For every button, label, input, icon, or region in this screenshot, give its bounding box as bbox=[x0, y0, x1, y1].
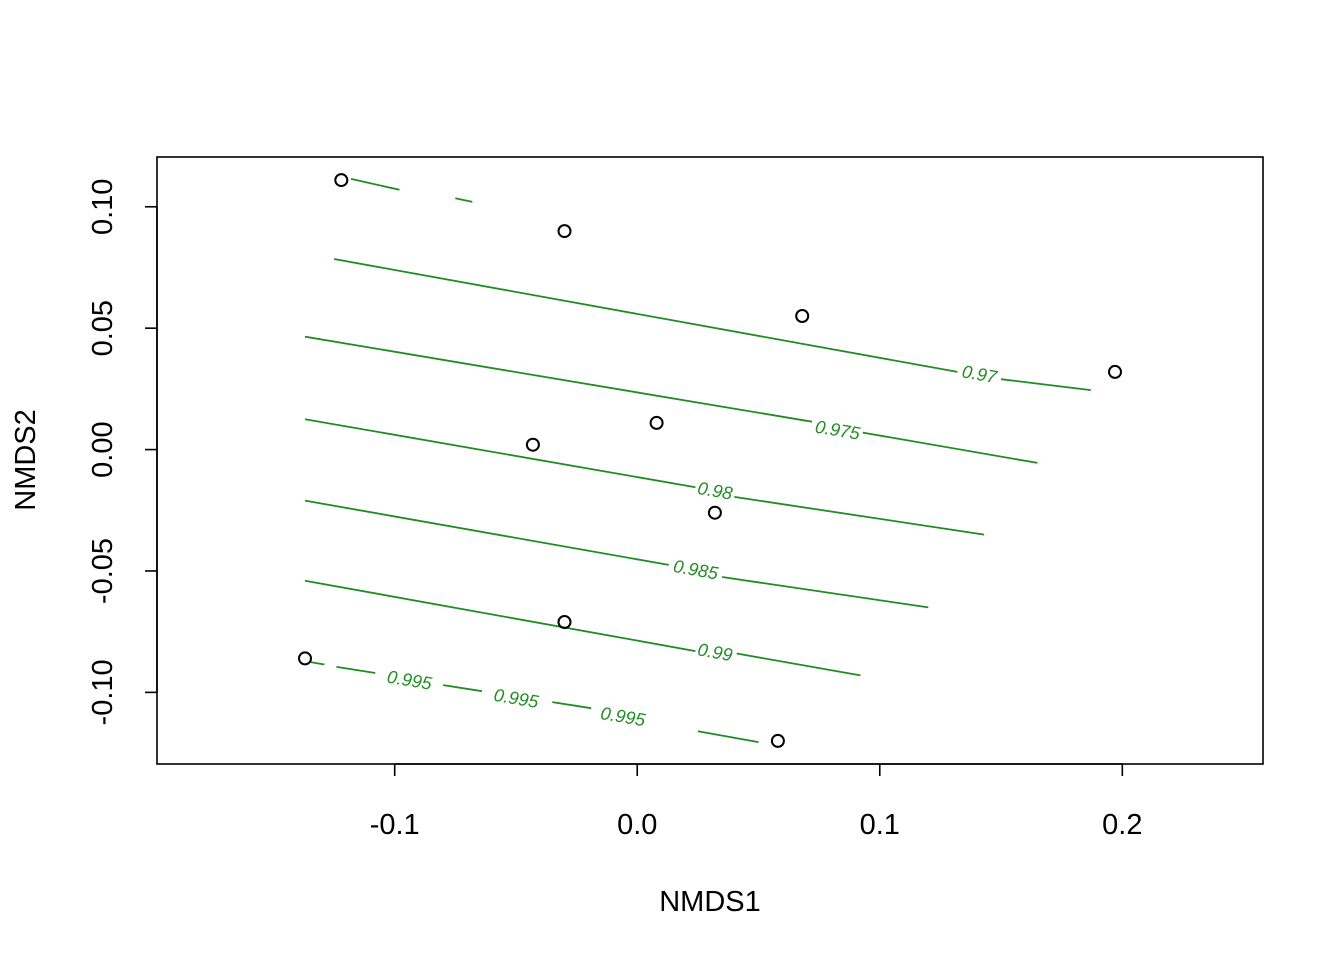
x-tick-label: 0.0 bbox=[617, 809, 657, 841]
contour-line-segment bbox=[304, 499, 669, 566]
contour-line-segment bbox=[443, 684, 483, 693]
contour-line-segment bbox=[304, 335, 813, 423]
contour-line-segment bbox=[304, 418, 696, 489]
data-point bbox=[298, 651, 312, 666]
x-tick-label: 0.2 bbox=[1102, 809, 1142, 841]
contour-line-segment bbox=[862, 431, 1038, 464]
data-point bbox=[1108, 364, 1122, 379]
contour-line-segment bbox=[304, 579, 696, 652]
y-axis: -0.10 -0.05 0.00 0.05 0.10 bbox=[87, 179, 158, 725]
data-point bbox=[795, 309, 810, 323]
data-point bbox=[707, 505, 722, 520]
data-point bbox=[557, 615, 572, 629]
data-points bbox=[298, 173, 1122, 748]
contour-line-segment bbox=[721, 576, 929, 609]
data-point bbox=[525, 437, 540, 452]
data-point bbox=[649, 415, 664, 430]
contour-line-segment bbox=[736, 652, 861, 677]
contour-line-segment bbox=[333, 258, 958, 373]
y-tick-label: 0.05 bbox=[87, 300, 119, 356]
contour-line-segment bbox=[697, 730, 759, 743]
y-tick-label: -0.10 bbox=[87, 659, 119, 725]
data-point bbox=[334, 173, 349, 188]
y-tick-label: -0.05 bbox=[87, 538, 119, 604]
contour-line-segment bbox=[336, 666, 376, 674]
y-tick-label: 0.10 bbox=[87, 179, 119, 235]
y-axis-label: NMDS2 bbox=[10, 409, 42, 511]
contour-line-segment bbox=[1000, 378, 1091, 391]
data-point bbox=[557, 224, 572, 239]
contour-line-segment bbox=[552, 701, 592, 710]
contour-line-segment bbox=[309, 661, 325, 666]
contour-line-segment bbox=[455, 197, 473, 203]
contour-line-segment bbox=[734, 496, 985, 536]
x-tick-label: 0.1 bbox=[860, 809, 900, 841]
x-axis-label: NMDS1 bbox=[659, 886, 761, 918]
x-axis: -0.1 0.0 0.1 0.2 bbox=[370, 763, 1142, 841]
y-tick-label: 0.00 bbox=[87, 421, 119, 477]
data-point bbox=[770, 733, 785, 748]
contour-line-segment bbox=[350, 178, 400, 191]
x-tick-label: -0.1 bbox=[370, 809, 420, 841]
